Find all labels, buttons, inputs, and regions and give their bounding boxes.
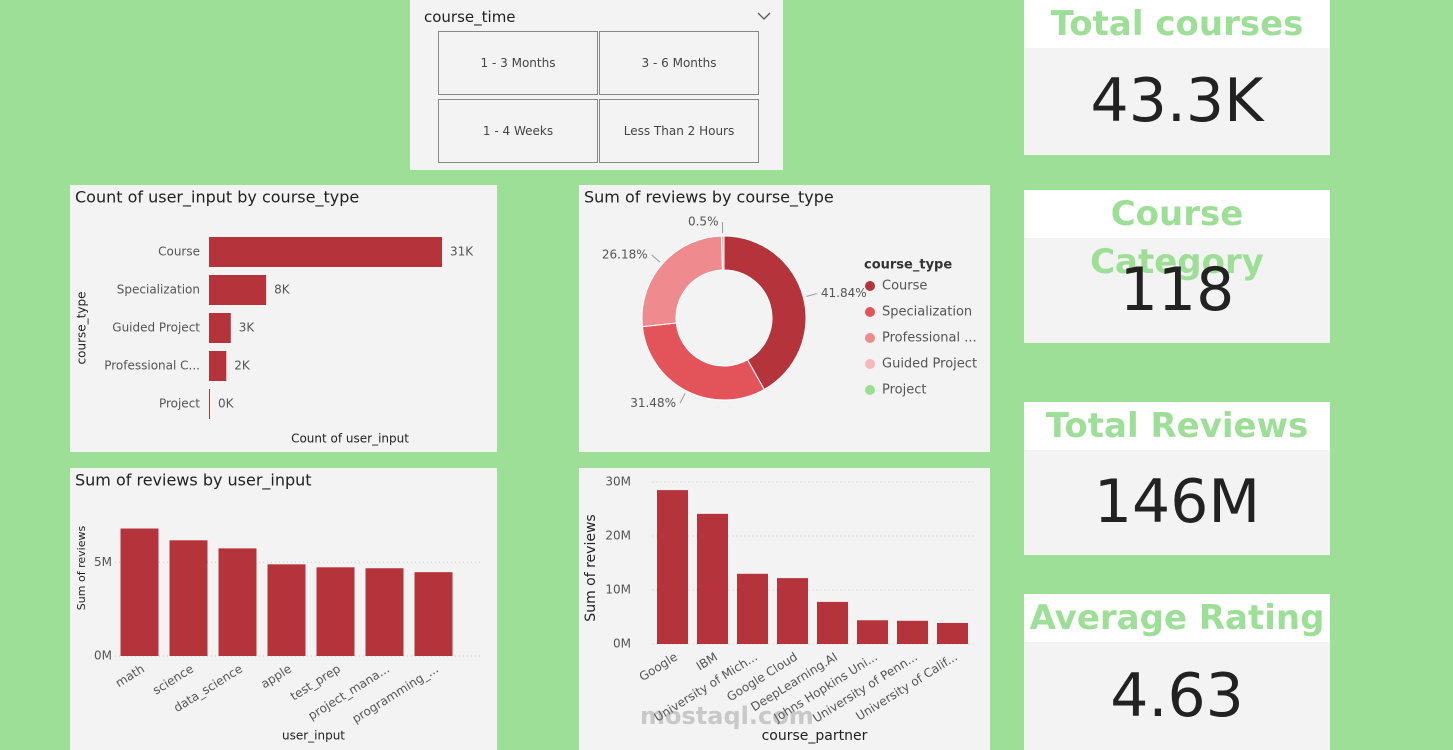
bar [857, 620, 888, 644]
y-tick-label: 0M [613, 637, 631, 651]
slicer-option[interactable]: 1 - 3 Months [438, 31, 598, 95]
card-value: 43.3K [1090, 66, 1264, 136]
chevron[interactable] [757, 11, 771, 21]
y-tick-label: 30M [605, 475, 631, 489]
kpi-card: Total Reviews 146M [1024, 402, 1330, 555]
chart-title: Sum of reviews by user_input [75, 471, 312, 491]
bar [414, 572, 453, 656]
y-axis-title: course_type [75, 292, 89, 365]
watermark: mostaql.com [640, 702, 814, 730]
data-label: 2K [234, 359, 251, 373]
bar [365, 568, 404, 656]
leader-line [679, 393, 686, 404]
chart-panel: Sum of reviews by course_type 41.84% Cours… [579, 185, 990, 452]
bar [120, 528, 159, 656]
y-axis-title: Sum of reviews [75, 526, 88, 611]
card-value: 146M [1093, 467, 1261, 537]
legend-label: Project [882, 383, 926, 398]
y-tick-label: 0M [94, 649, 112, 663]
slicer: course_time 1 - 3 Months 3 - 6 Months 1 … [410, 0, 783, 170]
legend-label: Guided Project [882, 357, 977, 372]
y-axis-title: Sum of reviews [583, 514, 599, 621]
card-title: Total courses [1024, 0, 1330, 48]
data-label: 0.5% [688, 215, 719, 229]
legend-marker [865, 333, 875, 343]
bar [209, 237, 442, 267]
chart-title: Sum of reviews by course_type [584, 188, 834, 208]
legend-marker [865, 281, 875, 291]
legend-marker [865, 359, 875, 369]
legend-title: course_type [864, 258, 952, 273]
data-label: 8K [274, 283, 291, 297]
bar [267, 564, 306, 656]
kpi-card: Course Category 118 [1024, 190, 1330, 343]
x-tick-label: Google [637, 650, 680, 684]
x-axis-title: Count of user_input [291, 432, 409, 446]
data-label: 3K [239, 321, 256, 335]
card-title: Average Rating [1024, 594, 1330, 642]
bar [657, 490, 688, 644]
bar [697, 513, 728, 644]
bar [209, 389, 210, 419]
y-tick-label: Project [159, 397, 200, 411]
leader-line [806, 293, 817, 297]
bar [817, 601, 848, 644]
x-axis-title: course_partner [762, 728, 868, 744]
chart-title: Count of user_input by course_type [75, 188, 359, 208]
x-axis-title: user_input [282, 729, 345, 743]
pie-slice [641, 235, 724, 328]
kpi-card: Average Rating 4.63 [1024, 594, 1330, 750]
legend-marker [865, 307, 875, 317]
bar [209, 275, 267, 305]
x-tick-label: apple [258, 662, 294, 692]
legend-label: Professional ... [882, 331, 977, 346]
chart-panel: Count of user_input by course_type Course… [70, 185, 497, 452]
x-tick-label: math [113, 662, 147, 690]
pie-slice [723, 235, 807, 391]
bar [316, 567, 355, 656]
x-tick-label: IBM [694, 650, 720, 674]
legend-label: Course [882, 279, 927, 294]
y-tick-label: 10M [605, 583, 631, 597]
bar [169, 540, 208, 656]
legend-marker [865, 385, 875, 395]
card-title: Course Category [1024, 190, 1330, 282]
bar [209, 351, 227, 381]
slicer-option[interactable]: 1 - 4 Weeks [438, 99, 598, 163]
data-label: 41.84% [821, 286, 867, 300]
data-label: 0K [218, 397, 235, 411]
bar [777, 578, 808, 644]
bar [218, 548, 257, 656]
y-tick-label: 20M [605, 529, 631, 543]
data-label: 31K [450, 245, 474, 259]
bar [737, 573, 768, 644]
data-label: 31.48% [630, 396, 676, 410]
y-tick-label: Professional C... [104, 359, 200, 373]
card-value: 118 [1119, 255, 1235, 325]
slicer-option[interactable]: 3 - 6 Months [599, 31, 759, 95]
data-label: 26.18% [602, 247, 648, 261]
pie-slice [641, 322, 765, 401]
bar [209, 313, 231, 343]
card-value: 4.63 [1110, 661, 1244, 731]
legend-label: Specialization [882, 305, 972, 320]
y-tick-label: 5M [94, 555, 112, 569]
kpi-card: Total courses 43.3K [1024, 0, 1330, 155]
y-tick-label: Specialization [117, 283, 200, 297]
slicer-option[interactable]: Less Than 2 Hours [599, 99, 759, 163]
bar [937, 622, 968, 644]
bar [897, 620, 928, 644]
x-tick-label: programming_... [350, 662, 441, 726]
card-title: Total Reviews [1024, 402, 1330, 450]
y-tick-label: Guided Project [112, 321, 200, 335]
y-tick-label: Course [158, 245, 200, 259]
leader-line [651, 254, 661, 263]
slicer-title: course_time [424, 8, 516, 26]
